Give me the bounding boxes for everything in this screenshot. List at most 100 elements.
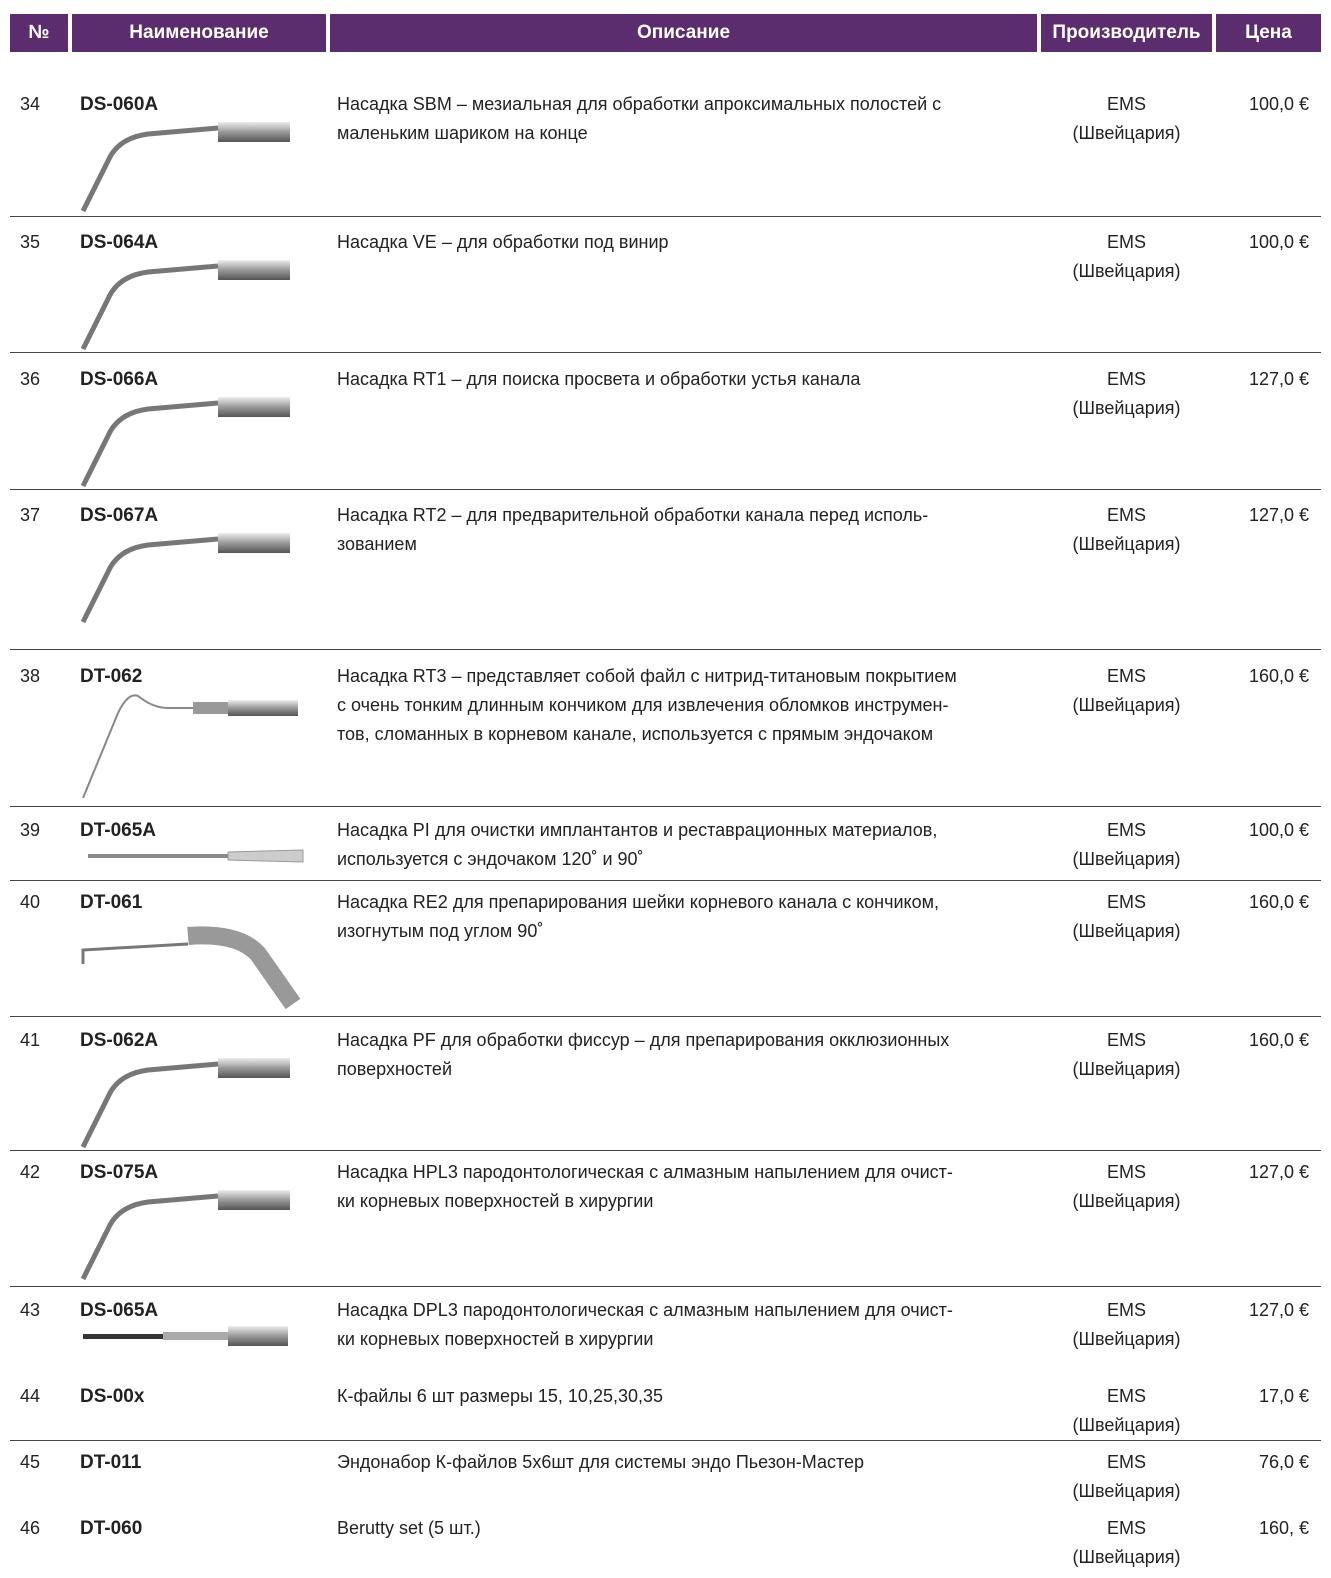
manufacturer: (Швейцария): [1072, 534, 1181, 554]
description-line: маленьким шариком на конце: [337, 123, 588, 143]
manufacturer: (Швейцария): [1072, 849, 1181, 869]
header-cell: №: [10, 14, 68, 52]
tool-image: [80, 122, 290, 213]
price: 127,0 €: [1248, 1300, 1309, 1320]
tool-image: [80, 1190, 290, 1281]
description-line: Насадка VE – для обработки под винир: [337, 232, 669, 252]
item-name: DT-061: [80, 892, 143, 913]
manufacturer: EMS: [1106, 1162, 1146, 1182]
manufacturer: EMS: [1106, 505, 1146, 525]
row-separator: [10, 1440, 1321, 1441]
manufacturer: (Швейцария): [1072, 1329, 1181, 1349]
row-separator: [10, 1016, 1321, 1017]
manufacturer: EMS: [1106, 94, 1146, 114]
price: 100,0 €: [1248, 820, 1309, 840]
row-number: 36: [20, 369, 41, 389]
description-line: Насадка SBM – мезиальная для обработки а…: [337, 94, 942, 114]
description-line: ки корневых поверхностей в хирургии: [337, 1191, 654, 1211]
row-separator: [10, 489, 1321, 490]
description-line: Насадка RE2 для препарирования шейки кор…: [337, 892, 940, 912]
description-line: Насадка PI для очистки имплантантов и ре…: [337, 820, 938, 840]
row-separator: [10, 1150, 1321, 1151]
item-name: DS-062A: [80, 1030, 159, 1051]
row-number: 45: [20, 1452, 41, 1472]
manufacturer: EMS: [1106, 232, 1146, 252]
description-line: тов, сломанных в корневом канале, исполь…: [337, 724, 934, 744]
item-name: DS-065A: [80, 1300, 159, 1321]
price: 17,0 €: [1258, 1386, 1309, 1406]
row-number: 39: [20, 820, 41, 840]
manufacturer: (Швейцария): [1072, 1415, 1181, 1435]
manufacturer: (Швейцария): [1072, 1481, 1181, 1501]
description-line: зованием: [337, 534, 417, 554]
tool-image: [81, 926, 301, 1010]
item-name: DS-067A: [80, 505, 159, 526]
item-name: DS-00x: [80, 1386, 145, 1407]
description-line: Насадка DPL3 пародонтологическая с алмаз…: [337, 1300, 953, 1320]
manufacturer: (Швейцария): [1072, 398, 1181, 418]
item-name: DS-066A: [80, 369, 159, 390]
manufacturer: EMS: [1106, 1030, 1146, 1050]
description-line: Насадка RT1 – для поиска просвета и обра…: [337, 369, 861, 389]
item-name: DS-075A: [80, 1162, 159, 1183]
price: 160,0 €: [1248, 892, 1309, 912]
item-name: DT-011: [80, 1452, 142, 1473]
header-cell: Цена: [1216, 14, 1321, 52]
description-line: с очень тонким длинным кончиком для извл…: [337, 695, 949, 715]
manufacturer: (Швейцария): [1072, 261, 1181, 281]
row-number: 42: [20, 1162, 41, 1182]
price: 127,0 €: [1248, 1162, 1309, 1182]
manufacturer: (Швейцария): [1072, 1059, 1181, 1079]
row-separator: [10, 880, 1321, 881]
price: 100,0 €: [1248, 232, 1309, 252]
description-line: Насадка RT2 – для предварительной обрабо…: [337, 505, 929, 525]
row-separator: [10, 806, 1321, 807]
description-line: Эндонабор К-файлов 5х6шт для системы энд…: [337, 1452, 865, 1472]
row-number: 37: [20, 505, 41, 525]
manufacturer: EMS: [1106, 1518, 1146, 1538]
row-separator: [10, 216, 1321, 217]
manufacturer: EMS: [1106, 369, 1146, 389]
row-separator: [10, 352, 1321, 353]
tool-image: [82, 694, 298, 798]
description-line: поверхностей: [337, 1059, 452, 1079]
tool-image: [88, 849, 304, 863]
header-cell: Наименование: [72, 14, 326, 52]
item-name: DT-060: [80, 1518, 143, 1539]
manufacturer: EMS: [1106, 1300, 1146, 1320]
row-separator: [10, 1286, 1321, 1287]
tool-image: [83, 1326, 288, 1346]
manufacturer: EMS: [1106, 1386, 1146, 1406]
tool-image: [80, 397, 290, 488]
description-line: К-файлы 6 шт размеры 15, 10,25,30,35: [337, 1386, 664, 1406]
header-cell: Производитель: [1041, 14, 1212, 52]
row-number: 34: [20, 94, 41, 114]
row-number: 41: [20, 1030, 41, 1050]
description-line: используется с эндочаком 120˚ и 90˚: [337, 849, 644, 869]
item-name: DS-060A: [80, 94, 159, 115]
row-number: 46: [20, 1518, 41, 1538]
manufacturer: (Швейцария): [1072, 1547, 1181, 1567]
description-line: Насадка HPL3 пародонтологическая с алмаз…: [337, 1162, 953, 1182]
price: 100,0 €: [1248, 94, 1309, 114]
tool-image: [80, 260, 290, 351]
manufacturer: (Швейцария): [1072, 921, 1181, 941]
item-name: DT-062: [80, 666, 143, 687]
manufacturer: (Швейцария): [1072, 695, 1181, 715]
tool-image: [80, 1058, 290, 1149]
row-number: 44: [20, 1386, 41, 1406]
tool-image: [80, 533, 290, 624]
price: 160,0 €: [1248, 666, 1309, 686]
description-line: ки корневых поверхностей в хирургии: [337, 1329, 654, 1349]
description-line: изогнутым под углом 90˚: [337, 921, 544, 941]
row-number: 40: [20, 892, 41, 912]
row-number: 35: [20, 232, 41, 252]
manufacturer: EMS: [1106, 666, 1146, 686]
price: 76,0 €: [1258, 1452, 1309, 1472]
row-number: 43: [20, 1300, 41, 1320]
row-number: 38: [20, 666, 41, 686]
manufacturer: (Швейцария): [1072, 1191, 1181, 1211]
item-name: DT-065A: [80, 820, 157, 841]
price: 160, €: [1258, 1518, 1309, 1538]
item-name: DS-064A: [80, 232, 159, 253]
